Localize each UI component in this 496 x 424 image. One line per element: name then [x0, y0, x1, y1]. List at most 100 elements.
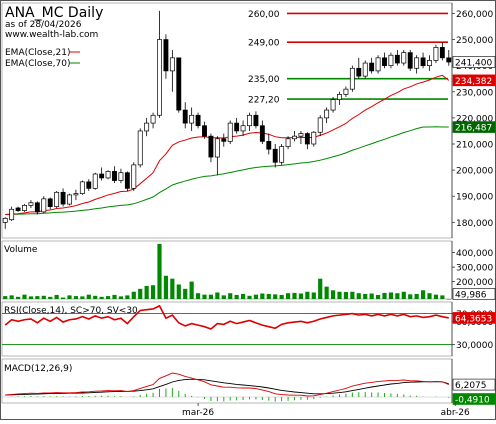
- level-label: 235,00: [248, 75, 280, 85]
- macd-hist-last-label-box: [452, 393, 496, 405]
- legend-ema70: EMA(Close,70): [5, 59, 70, 69]
- volume-bar: [41, 295, 46, 299]
- volume-bar: [420, 290, 426, 299]
- rsi-tick-label: 30,0000: [456, 341, 493, 351]
- x-tick-label: abr-26: [441, 408, 470, 418]
- volume-last-label-box: [452, 288, 496, 300]
- candle-body: [420, 57, 426, 67]
- ema70-line: [5, 126, 449, 215]
- volume-bar: [221, 295, 226, 299]
- volume-bar: [350, 291, 355, 299]
- candle-body: [67, 194, 72, 205]
- price-tick-label: 260,000: [456, 10, 493, 20]
- candle-body: [34, 202, 40, 213]
- volume-bar: [138, 288, 143, 299]
- volume-bar: [80, 296, 85, 299]
- candle-body: [118, 172, 124, 181]
- volume-bar: [292, 292, 297, 299]
- rsi-title: RSI(Close,14), SC>70, SV<30: [4, 306, 138, 316]
- price-tick-label: 250,000: [456, 36, 493, 46]
- price-tick-label: 230,000: [456, 88, 493, 98]
- price-last-label-1-box: [452, 74, 496, 87]
- volume-bar: [28, 296, 34, 299]
- macd-panel: 6,2075 -0,4910: [1, 358, 496, 406]
- legend-ema21: EMA(Close,21): [5, 48, 70, 58]
- volume-bar: [401, 291, 406, 299]
- candle-body: [247, 114, 252, 127]
- volume-bar: [202, 294, 207, 299]
- candle-body: [414, 57, 420, 69]
- candle-body: [92, 173, 98, 189]
- price-last-label-1-text: 234,382: [455, 77, 492, 87]
- candle-body: [304, 133, 310, 145]
- rsi-last-label-text: 64,3653: [455, 314, 492, 324]
- volume-bar: [273, 294, 278, 299]
- candle-body: [208, 135, 214, 158]
- volume-bar: [446, 299, 451, 300]
- volume-bar: [183, 288, 188, 299]
- candle-body: [54, 191, 60, 208]
- candle-body: [73, 193, 79, 196]
- candle-body: [362, 62, 368, 77]
- candle-body: [131, 164, 137, 189]
- chart-subtitle: as of 28/04/2026: [5, 20, 82, 30]
- candle-body: [446, 57, 452, 63]
- macd-signal-line: [5, 378, 449, 396]
- candle-body: [234, 122, 240, 132]
- candle-body: [124, 172, 130, 189]
- chart-title: ANA_MC Daily: [5, 5, 103, 21]
- rsi-line: [4, 304, 449, 330]
- volume-bar: [240, 293, 246, 299]
- volume-bar: [112, 294, 117, 299]
- volume-last-label-text: 49,986: [455, 291, 487, 301]
- volume-bar: [414, 293, 419, 299]
- candle-body: [150, 114, 156, 124]
- volume-tick-label: 300,000: [456, 264, 493, 274]
- volume-bar: [189, 281, 194, 299]
- candle-body: [369, 62, 375, 72]
- volume-bar: [3, 296, 8, 299]
- macd-last-label-box: [452, 378, 496, 391]
- candle-body: [266, 141, 272, 150]
- rsi-last-label-box: [452, 312, 496, 324]
- candle-body: [285, 138, 291, 147]
- volume-bar: [375, 294, 381, 299]
- volume-bar: [298, 293, 304, 299]
- price-tick-label: 220,000: [456, 114, 493, 124]
- volume-bar: [150, 285, 156, 299]
- candle-body: [272, 148, 278, 163]
- x-axis: mar-26 abr-26: [182, 403, 470, 418]
- volume-bar: [67, 295, 72, 299]
- candle-body: [202, 125, 207, 137]
- candle-body: [137, 130, 143, 166]
- candle-body: [214, 138, 220, 158]
- candle-body: [279, 146, 285, 163]
- price-last-label-0-text: 241,400: [455, 59, 492, 69]
- volume-bar: [318, 278, 323, 299]
- volume-bar: [228, 293, 233, 299]
- volume-bar: [208, 294, 214, 299]
- volume-bar: [266, 293, 271, 299]
- price-tick-label: 190,000: [456, 193, 493, 203]
- volume-bar: [131, 291, 136, 299]
- volume-bar: [253, 294, 259, 299]
- candle-body: [324, 109, 330, 119]
- volume-bar: [305, 291, 310, 299]
- candle-body: [195, 114, 201, 127]
- volume-bar: [163, 275, 169, 299]
- volume-bar: [215, 292, 220, 299]
- ema21-line: [5, 74, 450, 215]
- candle-body: [169, 57, 175, 72]
- candle-body: [86, 181, 92, 189]
- candle-body: [15, 207, 21, 211]
- level-label: 249,00: [248, 39, 280, 49]
- volume-bar: [176, 284, 181, 299]
- volume-bar: [54, 294, 59, 299]
- price-tick-label: 180,000: [456, 219, 493, 229]
- volume-bar: [382, 292, 387, 299]
- volume-bar: [22, 294, 27, 299]
- volume-tick-label: 200,000: [456, 278, 493, 288]
- volume-bar: [440, 295, 445, 299]
- candle-body: [317, 117, 323, 133]
